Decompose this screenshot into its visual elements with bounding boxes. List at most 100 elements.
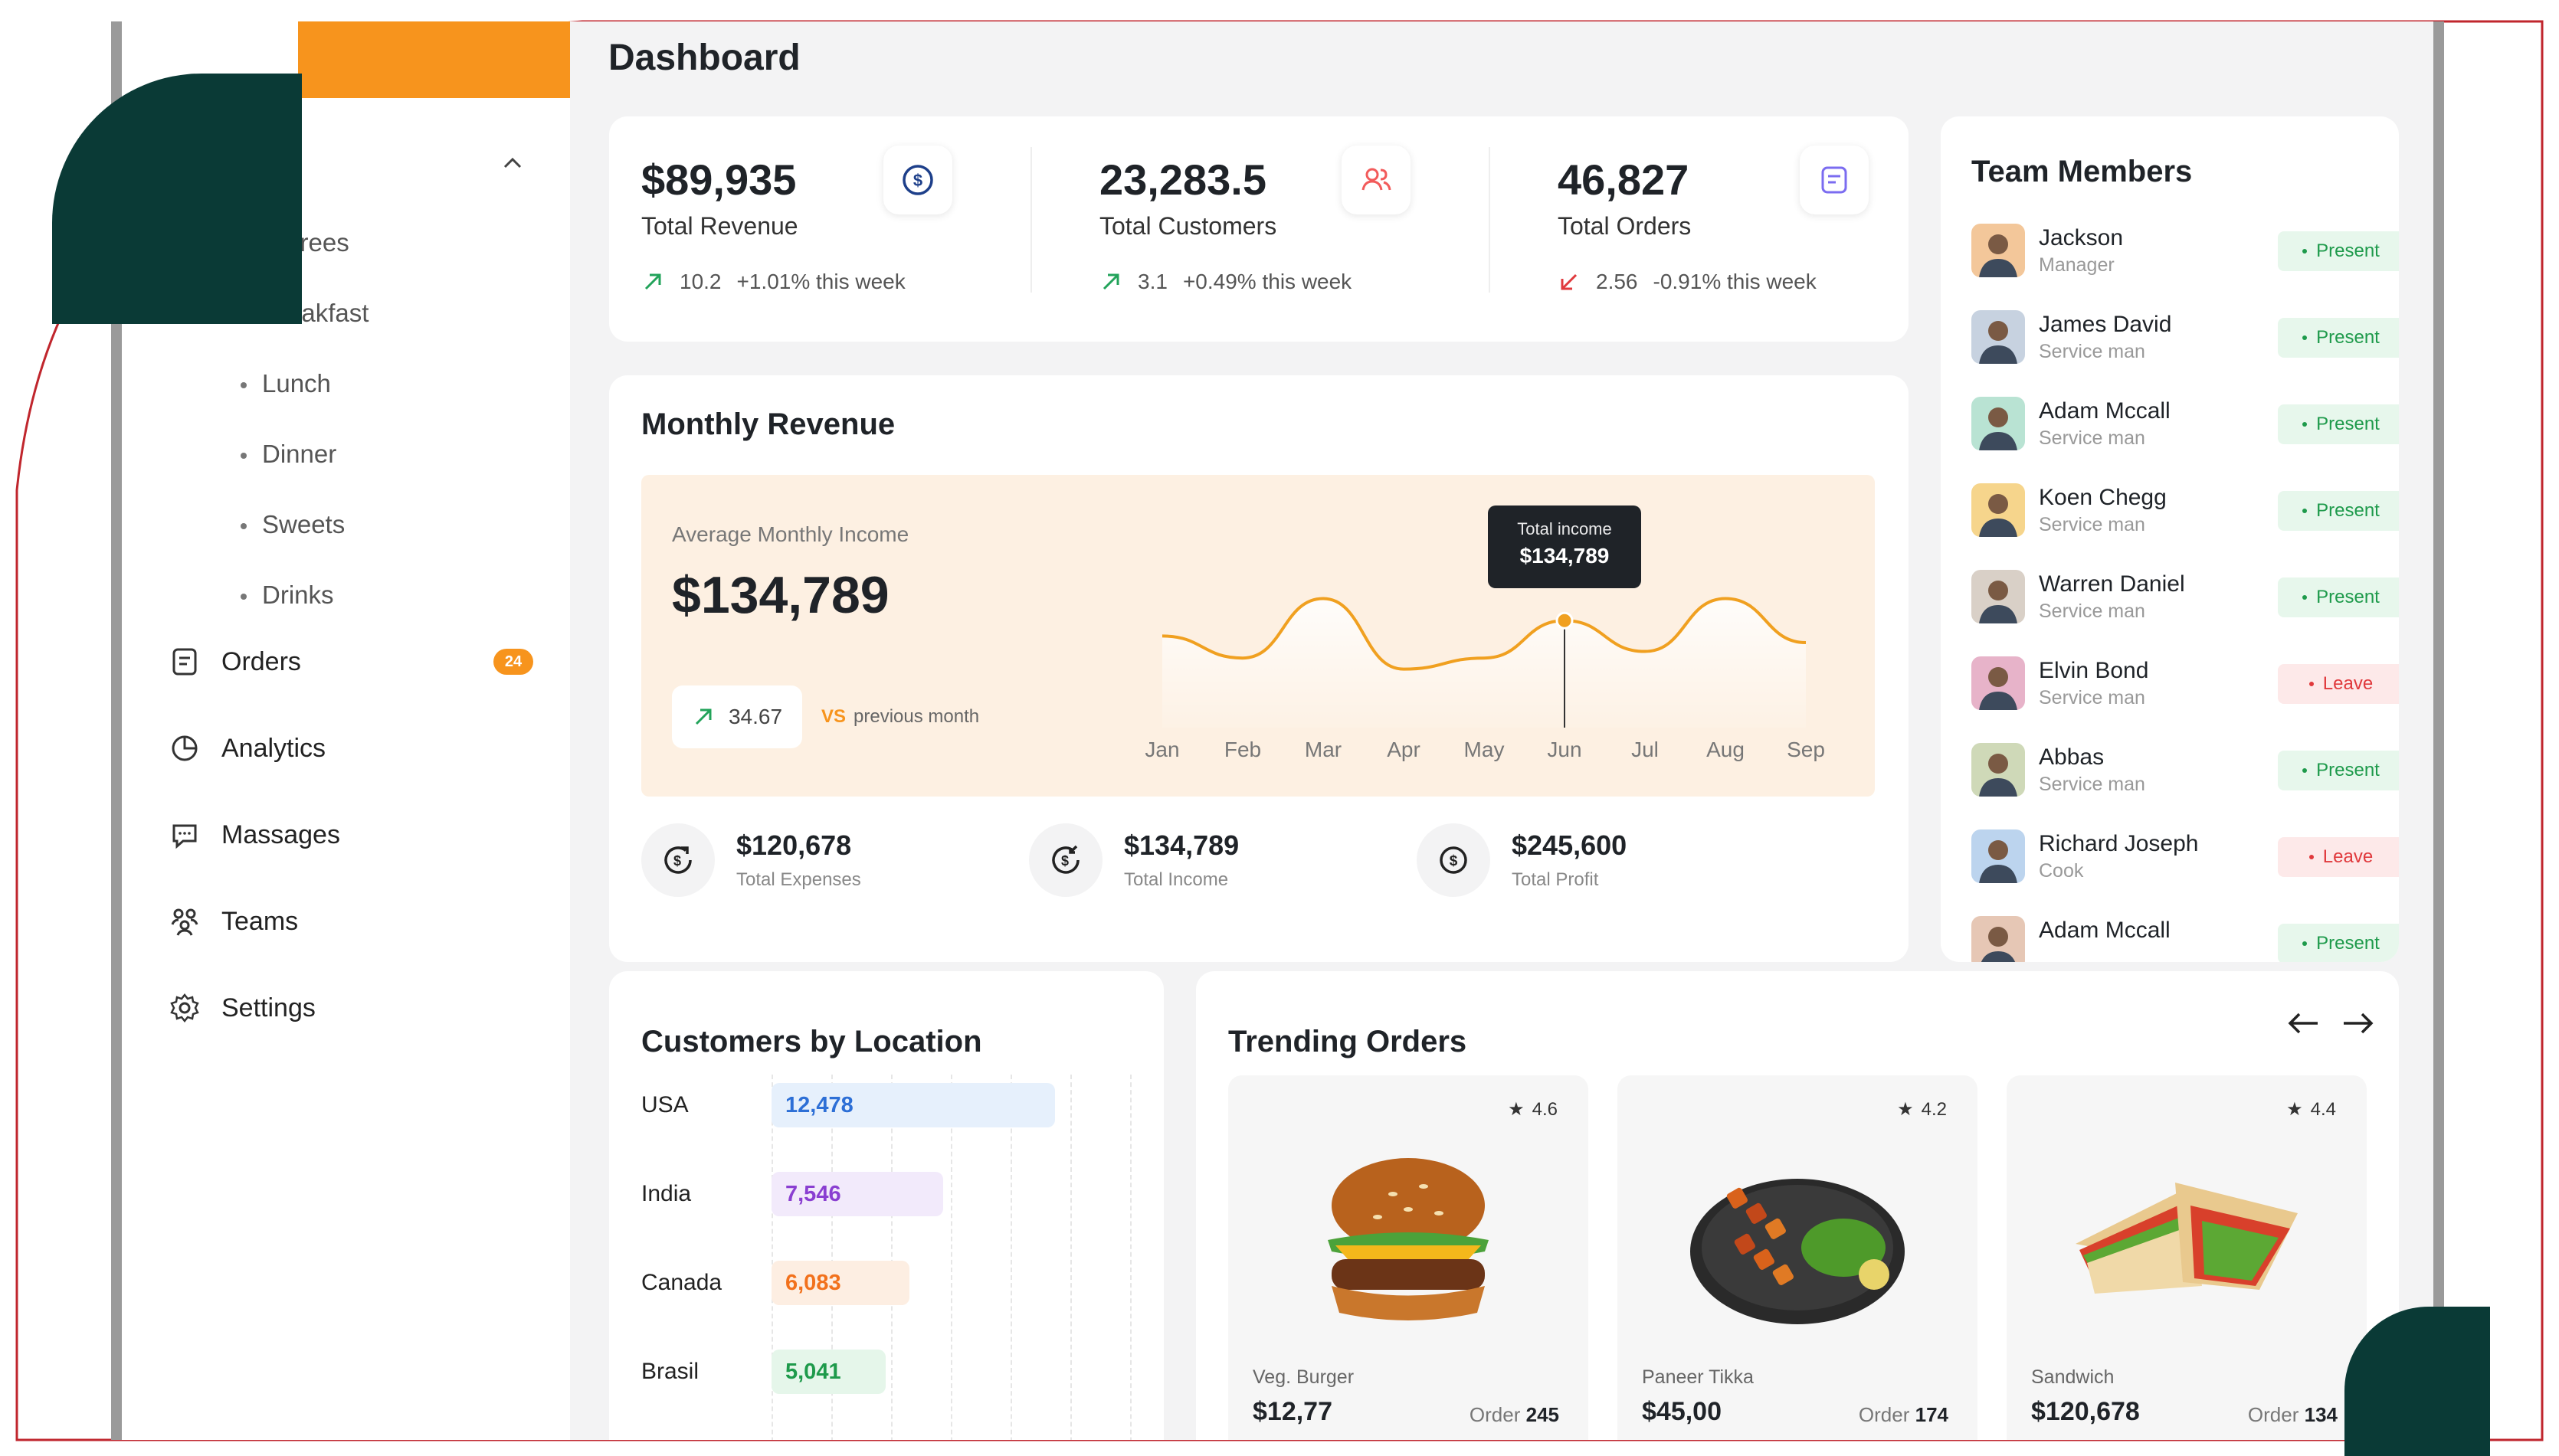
member-role: Manager (2039, 254, 2115, 276)
submenu-item-sweets[interactable]: Sweets (241, 510, 345, 539)
stat-trend: 3.1 +0.49% this week (1099, 270, 1352, 294)
location-bar[interactable]: 5,041 (772, 1350, 886, 1394)
member-role: Service man (2039, 514, 2145, 535)
dollar-icon: $ (1417, 823, 1490, 897)
avatar (1971, 656, 2025, 710)
team-member-row[interactable]: Warren Daniel Service man Present (1971, 570, 2399, 631)
arrow-left-icon[interactable] (2284, 1008, 2322, 1039)
avatar (1971, 570, 2025, 623)
pie-chart-icon (172, 735, 198, 761)
team-member-row[interactable]: Koen Chegg Service man Present (1971, 483, 2399, 545)
location-label: USA (641, 1092, 689, 1117)
summary-total-profit: $ $245,600 Total Profit (1417, 823, 1627, 897)
location-bar[interactable]: 7,546 (772, 1172, 943, 1216)
customers-by-location-card: Customers by Location USA 12,478 India 7,54… (609, 971, 1164, 1440)
trending-orders-card: Trending Orders ★ 4.6 Veg. Burger $12,77 … (1196, 971, 2399, 1440)
stats-card: $89,935 $ Total Revenue 10.2 +1.01% this… (609, 116, 1909, 342)
location-label: Canada (641, 1270, 722, 1295)
avg-income-label: Average Monthly Income (672, 522, 909, 546)
submenu-item-dinner[interactable]: Dinner (241, 440, 336, 469)
team-member-row[interactable]: Abbas Service man Present (1971, 743, 2399, 804)
revenue-chart-panel: Average Monthly Income $134,789 34.67 VS… (641, 475, 1875, 797)
x-tick-label: Jan (1145, 738, 1180, 761)
status-badge: Leave (2278, 664, 2399, 704)
food-price: $12,77 (1253, 1397, 1332, 1426)
divider (1030, 147, 1032, 293)
comparison-chip: 34.67 (672, 685, 802, 748)
rating: ★ 4.6 (1508, 1098, 1558, 1121)
team-member-row[interactable]: Adam Mccall Present (1971, 916, 2399, 962)
submenu-item-drinks[interactable]: Drinks (241, 581, 334, 610)
member-name: Koen Chegg (2039, 485, 2167, 510)
food-name: Veg. Burger (1253, 1366, 1355, 1388)
member-role: Service man (2039, 774, 2145, 795)
trending-order-item[interactable]: ★ 4.4 Sandwich $120,678 Order 134 (2007, 1075, 2367, 1440)
stat-value: $89,935 (641, 155, 797, 204)
member-role: Service man (2039, 687, 2145, 708)
highlight-point[interactable] (1555, 611, 1574, 630)
sidebar-item-messages[interactable]: Massages (168, 812, 340, 858)
member-name: Elvin Bond (2039, 658, 2149, 683)
status-badge: Present (2278, 231, 2399, 271)
revenue-line (1162, 597, 1807, 671)
submenu-item-lunch[interactable]: Lunch (241, 369, 331, 398)
team-member-row[interactable]: Jackson Manager Present (1971, 224, 2399, 285)
status-badge: Present (2278, 924, 2399, 962)
member-role: Service man (2039, 427, 2145, 449)
section-title: Trending Orders (1228, 1025, 1467, 1058)
sidebar-item-analytics[interactable]: Analytics (168, 725, 326, 771)
stat-total-revenue: $89,935 $ Total Revenue 10.2 +1.01% this… (609, 116, 1038, 342)
location-label: Brasil (641, 1359, 700, 1384)
chevron-up-icon[interactable] (497, 148, 528, 178)
team-member-row[interactable]: Elvin Bond Service man Leave (1971, 656, 2399, 718)
decorative-corner-shape (2344, 1307, 2490, 1456)
status-badge: Present (2278, 318, 2399, 358)
avatar (1971, 829, 2025, 883)
avatar (1971, 916, 2025, 962)
stat-total-customers: 23,283.5 Total Customers 3.1 +0.49% this… (1067, 116, 1496, 342)
arrow-down-left-icon (1561, 273, 1578, 290)
dashboard-app: Entrees Breakfast Lunch Dinner Sweets Dr… (111, 21, 2444, 1440)
member-name: Richard Joseph (2039, 831, 2199, 856)
location-bar[interactable]: 12,478 (772, 1083, 1055, 1127)
avatar (1971, 224, 2025, 277)
arrow-up-right-icon (1103, 273, 1119, 290)
member-name: Adam Mccall (2039, 398, 2171, 424)
status-badge: Present (2278, 404, 2399, 444)
trending-order-item[interactable]: ★ 4.2 Paneer Tikka $45,00 Order 174 (1617, 1075, 1977, 1440)
section-title: Customers by Location (641, 1025, 982, 1058)
arrow-right-icon[interactable] (2339, 1008, 2377, 1039)
location-bar[interactable]: 6,083 (772, 1261, 909, 1305)
avatar (1971, 743, 2025, 797)
member-role: Service man (2039, 600, 2145, 622)
sidebar-item-teams[interactable]: Teams (168, 898, 298, 944)
rating: ★ 4.2 (1897, 1098, 1947, 1121)
arrow-up-right-icon (695, 708, 712, 725)
member-role: Cook (2039, 860, 2084, 882)
member-name: Adam Mccall (2039, 918, 2171, 943)
team-member-row[interactable]: James David Service man Present (1971, 310, 2399, 371)
comparison-label: VS previous month (821, 706, 980, 727)
x-tick-label: Jul (1631, 738, 1659, 761)
page-title: Dashboard (608, 38, 801, 78)
chart-tooltip: Total income $134,789 (1488, 506, 1641, 588)
orders-icon (172, 648, 197, 676)
sidebar-item-orders[interactable]: Orders (168, 639, 301, 685)
avg-income-value: $134,789 (672, 566, 890, 624)
team-member-row[interactable]: Richard Joseph Cook Leave (1971, 829, 2399, 891)
orders-icon (1800, 146, 1869, 214)
trending-order-item[interactable]: ★ 4.6 Veg. Burger $12,77 Order 245 (1228, 1075, 1588, 1440)
section-title: Monthly Revenue (641, 407, 896, 441)
sandwich-image (2076, 1183, 2298, 1294)
x-tick-label: Sep (1787, 738, 1825, 761)
monthly-revenue-card: Monthly Revenue Average Monthly Income $… (609, 375, 1909, 962)
sidebar-item-settings[interactable]: Settings (168, 985, 316, 1031)
team-member-row[interactable]: Adam Mccall Service man Present (1971, 397, 2399, 458)
order-count: Order 174 (1858, 1403, 1948, 1426)
svg-text:$: $ (913, 171, 922, 190)
stat-value: 46,827 (1558, 155, 1689, 204)
message-icon (172, 824, 197, 849)
avatar (1971, 397, 2025, 450)
revenue-line-chart (1162, 597, 1807, 728)
status-badge: Present (2278, 577, 2399, 617)
